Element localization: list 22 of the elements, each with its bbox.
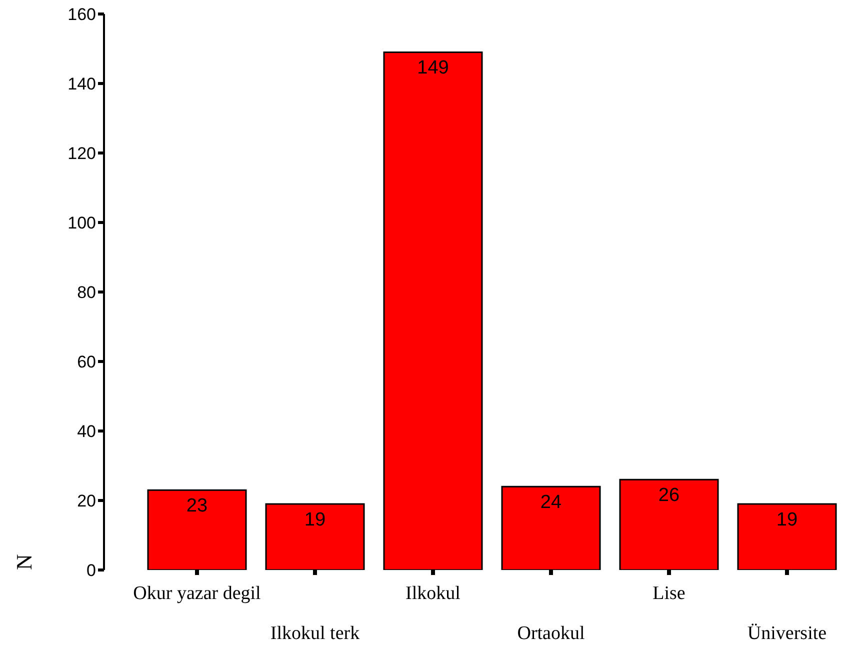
x-tick-label: Ilkokul terk: [270, 623, 360, 644]
data-label: 26: [658, 485, 680, 506]
data-label: 149: [417, 58, 449, 79]
y-tick-label: 160: [68, 5, 96, 24]
y-tick-label: 20: [77, 492, 96, 511]
x-tick-label: Ilkokul: [406, 583, 460, 604]
x-tick-label: Üniversite: [747, 623, 827, 644]
y-tick-label: 100: [68, 214, 96, 233]
x-tick-label: Okur yazar degil: [133, 583, 261, 604]
y-tick-label: 40: [77, 422, 96, 442]
y-tick-label: 60: [77, 352, 96, 372]
data-label: 24: [540, 492, 562, 514]
y-tick-label: 0: [86, 561, 96, 580]
data-label: 23: [186, 496, 208, 517]
y-tick-label: 80: [77, 283, 96, 302]
data-label: 19: [776, 509, 798, 530]
y-axis-title: N: [12, 554, 36, 570]
x-tick-label: Ortaokul: [517, 623, 585, 644]
y-tick-label: 120: [68, 144, 96, 164]
data-label: 19: [304, 509, 326, 530]
x-tick-label: Lise: [652, 583, 686, 604]
y-tick-label: 140: [68, 74, 96, 94]
